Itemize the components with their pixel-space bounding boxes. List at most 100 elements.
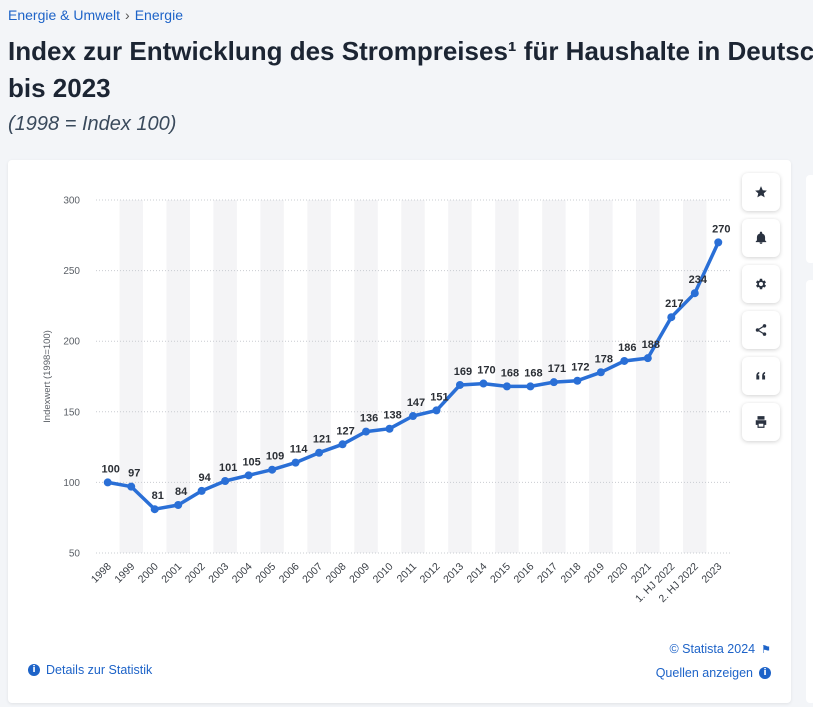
notification-button[interactable]: [742, 219, 780, 257]
quote-icon: [756, 371, 766, 380]
data-label: 151: [430, 391, 448, 403]
side-panel-bottom: [806, 280, 813, 703]
page-title-line1: Index zur Entwicklung des Strompreises¹ …: [8, 36, 813, 66]
data-point: [667, 313, 676, 322]
x-tick-label: 2018: [558, 561, 583, 586]
x-tick-label: 2008: [324, 561, 349, 586]
star-icon: [755, 186, 767, 198]
chart-card: 300 250 200 150 100 50 Indexwert (1998=100) 199…: [8, 160, 791, 703]
data-label: 217: [665, 298, 683, 310]
bell-icon: [755, 231, 767, 244]
x-tick-label: 2014: [465, 561, 490, 586]
data-label: 101: [219, 462, 237, 474]
page-title: Index zur Entwicklung des Strompreises¹ …: [8, 33, 813, 107]
data-point: [502, 382, 511, 391]
data-point: [643, 354, 652, 363]
share-button[interactable]: [742, 311, 780, 349]
data-label: 186: [618, 342, 636, 354]
details-link[interactable]: i Details zur Statistik: [28, 663, 152, 677]
breadcrumb-link-energie-umwelt[interactable]: Energie & Umwelt: [8, 7, 121, 23]
data-label: 94: [199, 472, 212, 484]
data-point: [690, 289, 699, 298]
x-tick-label: 2009: [347, 561, 372, 586]
cite-button[interactable]: [742, 357, 780, 395]
column-band: [260, 200, 284, 553]
data-label: 270: [712, 223, 730, 235]
data-point: [338, 440, 347, 449]
y-tick-label: 100: [63, 478, 80, 489]
settings-button[interactable]: [742, 265, 780, 303]
info-icon: i: [759, 667, 771, 679]
x-tick-label: 2023: [699, 561, 724, 586]
y-axis-label: Indexwert (1998=100): [42, 330, 53, 423]
copyright-text: © Statista 2024: [669, 642, 756, 656]
y-tick-label: 300: [63, 196, 80, 207]
data-label: 169: [454, 366, 472, 378]
data-label: 171: [548, 363, 566, 375]
x-tick-label: 1999: [112, 561, 137, 586]
data-label: 138: [383, 410, 401, 422]
data-point: [479, 379, 488, 388]
column-band: [542, 200, 566, 553]
data-label: 109: [266, 451, 284, 463]
x-tick-label: 2003: [206, 561, 231, 586]
breadcrumb-link-energie[interactable]: Energie: [134, 7, 183, 23]
x-tick-label: 2015: [488, 561, 513, 586]
y-tick-label: 200: [63, 337, 80, 348]
data-label: 100: [102, 463, 120, 475]
breadcrumb-separator: ›: [125, 7, 130, 23]
copyright[interactable]: © Statista 2024 ⚑: [669, 642, 771, 656]
column-band: [213, 200, 237, 553]
y-tick-label: 50: [69, 549, 81, 560]
x-tick-label: 2010: [371, 561, 396, 586]
data-point: [596, 368, 605, 377]
data-point: [620, 356, 629, 365]
data-point: [103, 478, 112, 487]
favorite-button[interactable]: [742, 173, 780, 211]
column-band: [448, 200, 472, 553]
page-title-line2: bis 2023: [8, 73, 111, 103]
column-band: [589, 200, 613, 553]
x-tick-label: 2001: [159, 561, 184, 586]
line-chart: 300 250 200 150 100 50 Indexwert (1998=100) 199…: [42, 196, 730, 606]
sources-link[interactable]: Quellen anzeigen i: [656, 666, 771, 680]
data-label: 84: [175, 486, 188, 498]
x-tick-label: 2017: [535, 561, 560, 586]
data-point: [268, 465, 277, 474]
data-label: 147: [407, 397, 425, 409]
data-point: [315, 448, 324, 457]
data-point: [573, 376, 582, 385]
data-label: 121: [313, 434, 331, 446]
sources-label: Quellen anzeigen: [655, 666, 753, 680]
data-label: 168: [501, 367, 519, 379]
data-label: 81: [152, 490, 164, 502]
print-button[interactable]: [742, 403, 780, 441]
column-band: [683, 200, 707, 553]
x-tick-label: 2000: [136, 561, 161, 586]
column-band: [495, 200, 519, 553]
x-tick-label: 2016: [512, 561, 537, 586]
data-point: [362, 427, 371, 436]
column-band: [166, 200, 190, 553]
flag-icon: ⚑: [761, 643, 771, 656]
x-tick-label: 2013: [441, 561, 466, 586]
y-tick-label: 250: [63, 266, 80, 277]
details-label: Details zur Statistik: [46, 663, 153, 677]
y-tick-label: 150: [63, 407, 80, 418]
breadcrumb: Energie & Umwelt › Energie: [8, 7, 183, 23]
data-label: 170: [477, 365, 495, 377]
column-band: [354, 200, 378, 553]
data-point: [526, 382, 535, 391]
x-tick-label: 2007: [300, 561, 325, 586]
data-point: [174, 500, 183, 509]
print-icon: [755, 416, 767, 428]
x-tick-label: 2011: [395, 561, 420, 586]
data-label: 105: [242, 456, 260, 468]
x-tick-label: 2005: [253, 561, 278, 586]
data-point: [385, 424, 394, 433]
data-point: [221, 476, 230, 485]
x-tick-label: 2004: [230, 561, 255, 586]
data-label: 97: [128, 468, 140, 480]
data-point: [291, 458, 300, 467]
data-point: [127, 482, 136, 491]
